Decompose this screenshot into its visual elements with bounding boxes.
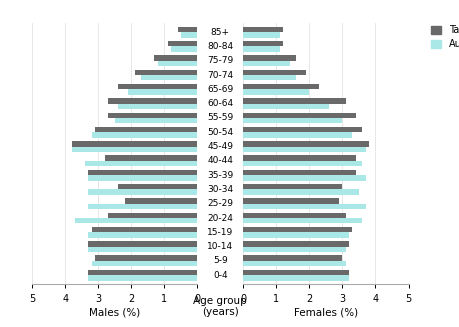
Text: 20-24: 20-24	[207, 214, 233, 222]
Text: 10-14: 10-14	[207, 242, 233, 251]
Bar	[88, 232, 197, 238]
Text: 40-44: 40-44	[207, 156, 233, 165]
Bar	[243, 27, 283, 32]
Bar	[243, 118, 342, 123]
Bar	[118, 104, 197, 109]
Bar	[243, 104, 329, 109]
Bar	[88, 175, 197, 181]
Text: 25-29: 25-29	[207, 199, 233, 208]
Bar	[243, 241, 349, 247]
Text: 60-64: 60-64	[207, 99, 233, 108]
Bar	[243, 84, 319, 89]
Bar	[243, 275, 349, 281]
Bar	[243, 232, 349, 238]
Bar	[243, 213, 346, 218]
Bar	[243, 270, 349, 275]
Bar	[178, 27, 197, 32]
Bar	[158, 61, 197, 66]
Bar	[243, 132, 353, 138]
Bar	[95, 127, 197, 132]
Bar	[243, 75, 296, 80]
Bar	[243, 41, 283, 46]
X-axis label: Females (%): Females (%)	[294, 308, 358, 318]
Bar	[243, 146, 365, 152]
Bar	[115, 118, 197, 123]
Text: 35-39: 35-39	[207, 171, 234, 180]
Bar	[72, 141, 197, 146]
Text: 65-69: 65-69	[207, 85, 234, 94]
Bar	[125, 198, 197, 204]
Text: 85+: 85+	[211, 28, 230, 37]
Text: 55-59: 55-59	[207, 113, 234, 122]
Bar	[85, 161, 197, 166]
Bar	[243, 32, 280, 38]
Bar	[243, 155, 356, 161]
Bar	[243, 204, 365, 209]
Bar	[108, 98, 197, 104]
Bar	[88, 170, 197, 175]
Bar	[108, 112, 197, 118]
Bar	[88, 270, 197, 275]
Bar	[92, 227, 197, 232]
Bar	[243, 46, 280, 52]
Bar	[92, 132, 197, 138]
Bar	[118, 84, 197, 89]
Bar	[243, 189, 359, 195]
Text: 15-19: 15-19	[207, 228, 234, 237]
Bar	[243, 112, 356, 118]
Bar	[243, 175, 365, 181]
Bar	[95, 255, 197, 261]
Bar	[243, 141, 369, 146]
Bar	[88, 204, 197, 209]
Bar	[243, 170, 356, 175]
Bar	[243, 55, 296, 61]
Bar	[243, 184, 342, 189]
Bar	[243, 255, 342, 261]
Bar	[92, 261, 197, 266]
Bar	[75, 218, 197, 223]
Text: 0-4: 0-4	[213, 271, 228, 280]
Bar	[88, 241, 197, 247]
Bar	[181, 32, 197, 38]
Text: 80-84: 80-84	[207, 42, 233, 51]
Bar	[88, 189, 197, 195]
Bar	[243, 127, 362, 132]
Bar	[243, 98, 346, 104]
Bar	[243, 261, 346, 266]
Bar	[134, 70, 197, 75]
Text: 75-79: 75-79	[207, 56, 234, 65]
Text: 50-54: 50-54	[207, 128, 233, 137]
Text: 30-34: 30-34	[207, 185, 233, 194]
Text: 70-74: 70-74	[207, 71, 233, 79]
Bar	[154, 55, 197, 61]
Bar	[171, 46, 197, 52]
Bar	[243, 89, 309, 95]
Bar	[141, 75, 197, 80]
Bar	[243, 227, 353, 232]
Bar	[243, 70, 306, 75]
Text: 45-49: 45-49	[207, 142, 233, 151]
Text: Age group
(years): Age group (years)	[193, 296, 247, 317]
Bar	[88, 275, 197, 281]
Bar	[168, 41, 197, 46]
Bar	[118, 184, 197, 189]
Bar	[243, 61, 290, 66]
Bar	[243, 247, 346, 252]
Bar	[105, 155, 197, 161]
Bar	[108, 213, 197, 218]
Bar	[243, 218, 362, 223]
Bar	[72, 146, 197, 152]
Bar	[243, 161, 362, 166]
Legend: Tasmania, Australia: Tasmania, Australia	[431, 25, 459, 49]
Bar	[88, 247, 197, 252]
Bar	[128, 89, 197, 95]
X-axis label: Males (%): Males (%)	[89, 308, 140, 318]
Bar	[243, 198, 339, 204]
Text: 5-9: 5-9	[213, 256, 228, 266]
